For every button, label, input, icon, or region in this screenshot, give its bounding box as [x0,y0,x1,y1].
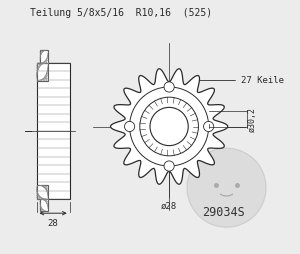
Text: ø30,2: ø30,2 [248,107,257,132]
Polygon shape [37,185,48,199]
Circle shape [164,161,174,171]
Text: Teilung 5/8x5/16  R10,16  (525): Teilung 5/8x5/16 R10,16 (525) [30,8,212,18]
Circle shape [187,149,266,227]
Text: ø28: ø28 [161,201,177,210]
Text: 29034S: 29034S [202,206,245,218]
Circle shape [203,122,214,132]
Circle shape [124,122,135,132]
Text: 4: 4 [51,68,56,77]
Text: 28: 28 [48,218,58,227]
Polygon shape [40,51,48,64]
Text: 27 Keile: 27 Keile [193,76,284,95]
Polygon shape [40,199,48,211]
Polygon shape [37,64,70,199]
Polygon shape [37,64,48,81]
Polygon shape [111,70,228,184]
Circle shape [164,83,174,93]
